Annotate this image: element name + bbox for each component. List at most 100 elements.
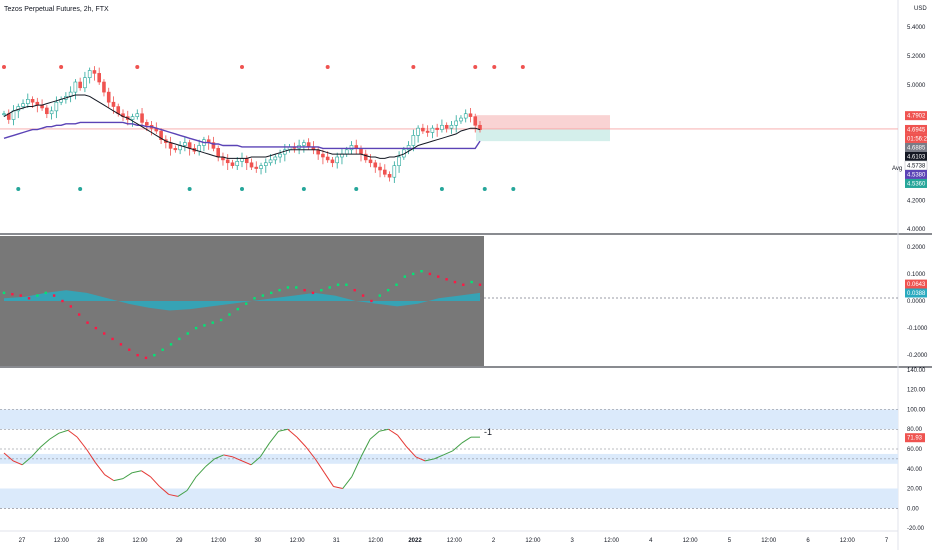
candle	[411, 135, 416, 146]
stochastic-segment	[76, 436, 87, 450]
oscillator-point	[386, 288, 390, 292]
oscillator-point	[336, 283, 340, 286]
stochastic-tick-label: 120.00	[907, 388, 926, 394]
candle	[344, 149, 349, 155]
price-badge	[905, 111, 927, 121]
candle	[111, 101, 116, 107]
time-tick-label: 12:00	[683, 538, 699, 544]
stochastic-segment	[259, 442, 270, 458]
sell-signal-dot	[135, 65, 140, 69]
candle	[406, 145, 411, 151]
stochastic-segment	[12, 460, 23, 466]
oscillator-point	[44, 291, 47, 295]
candle	[106, 91, 111, 103]
price-badge-label: 4.5380	[907, 172, 926, 178]
symbol-title[interactable]: Tezos Perpetual Futures, 2h, FTX	[4, 6, 109, 13]
candle	[325, 156, 330, 161]
stochastic-segment	[241, 460, 252, 466]
stochastic-tick-label: 100.00	[907, 407, 926, 413]
candle	[97, 73, 101, 83]
oscillator-point	[186, 332, 189, 335]
candle	[159, 130, 163, 141]
oscillator-point	[144, 356, 148, 360]
price-tick-label: 5.0000	[907, 83, 926, 89]
oscillator-point	[411, 272, 415, 276]
candle	[173, 148, 178, 151]
sell-signal-dot	[520, 65, 525, 69]
oscillator-point	[111, 337, 114, 341]
candle	[378, 166, 382, 171]
currency-label: USD	[914, 6, 927, 12]
candle	[387, 174, 392, 178]
oscillator-badge	[905, 279, 927, 289]
stochastic-segment	[150, 476, 160, 487]
candle	[444, 124, 449, 129]
stochastic-segment	[369, 430, 380, 440]
oscillator-point	[420, 270, 423, 273]
oscillator-point	[11, 293, 14, 296]
buy-signal-dot	[482, 187, 487, 191]
sell-signal-dot	[2, 65, 6, 69]
time-tick-label: 5	[728, 538, 732, 544]
candle	[45, 107, 49, 115]
candle	[416, 127, 420, 136]
stochastic-segment	[388, 428, 398, 436]
stochastic-segment	[58, 429, 69, 434]
stochastic-segment	[67, 429, 78, 438]
oscillator-point	[161, 348, 164, 351]
stochastic-segment	[360, 438, 371, 458]
price-badge	[905, 142, 927, 152]
oscillator-tick-label: -0.1000	[907, 326, 928, 332]
oscillator-point	[320, 288, 323, 292]
oscillator-point	[136, 353, 139, 357]
price-badge-label: 4.5738	[907, 163, 926, 169]
stochastic-segment	[415, 456, 426, 462]
oscillator-point	[153, 353, 156, 357]
oscillator-point	[86, 321, 89, 324]
oscillator-point	[203, 324, 206, 327]
sell-signal-dot	[325, 65, 330, 69]
stochastic-tick-label: 140.00	[907, 368, 926, 374]
oscillator-point	[395, 283, 398, 286]
stochastic-segment	[351, 456, 362, 477]
stochastic-segment	[424, 458, 435, 462]
stop-zone	[476, 115, 610, 129]
price-badge-label: 4.7902	[907, 114, 926, 120]
oscillator-tick-label: 0.2000	[907, 245, 926, 251]
oscillator-point	[361, 294, 365, 297]
stochastic-segment	[250, 456, 261, 466]
oscillator-tick-label: 0.0000	[907, 299, 926, 305]
candle	[349, 145, 354, 151]
stochastic-tick-label: 20.00	[907, 487, 923, 493]
price-tick-label: 4.2000	[907, 198, 926, 204]
stochastic-segment	[186, 476, 197, 491]
oscillator-point	[128, 348, 131, 351]
time-tick-label: 12:00	[447, 538, 463, 544]
stochastic-segment	[232, 456, 243, 462]
candle	[430, 127, 435, 133]
candle	[468, 113, 473, 117]
candle	[392, 165, 397, 178]
stochastic-segment	[278, 428, 288, 432]
stochastic-segment	[205, 458, 215, 468]
stochastic-tick-label: 0.00	[907, 506, 919, 512]
stochastic-segment	[452, 442, 463, 452]
stochastic-segment	[21, 456, 32, 466]
candle	[268, 159, 273, 164]
stochastic-segment	[40, 438, 51, 448]
candle	[130, 116, 135, 120]
stochastic-segment	[177, 490, 188, 497]
candle	[273, 156, 278, 161]
time-tick-label: 12:00	[290, 538, 306, 544]
stochastic-tick-label: 40.00	[907, 467, 923, 473]
buy-signal-dot	[78, 187, 83, 191]
candle	[278, 153, 282, 158]
stochastic-segment	[296, 436, 307, 448]
oscillator-point	[236, 307, 240, 311]
candle	[435, 127, 439, 130]
oscillator-point	[445, 278, 448, 281]
oscillator-point	[403, 275, 407, 278]
price-tick-label: 5.4000	[907, 25, 926, 31]
